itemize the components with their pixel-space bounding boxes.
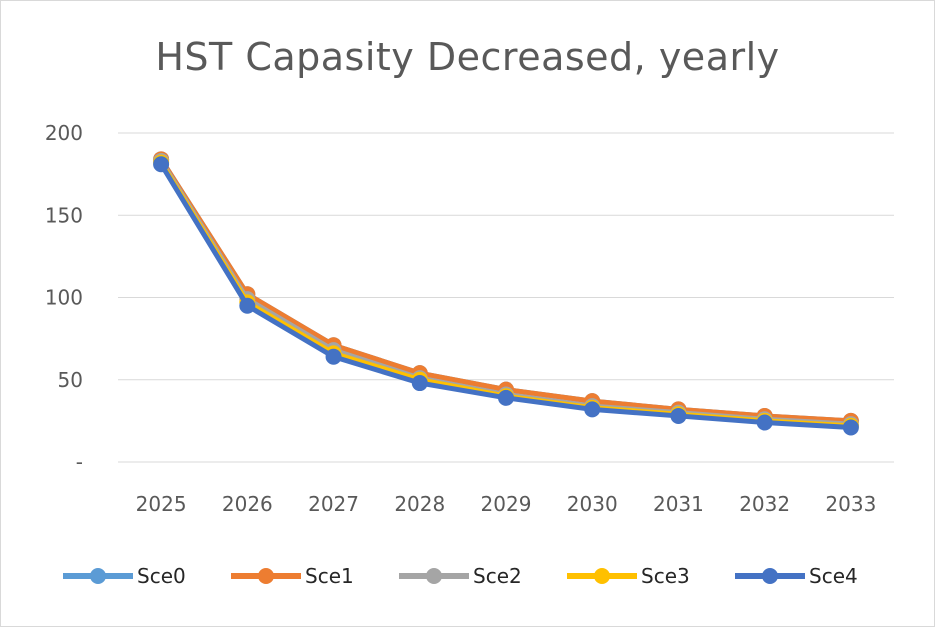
x-tick-label: 2026 [222, 492, 273, 516]
x-tick-label: 2025 [136, 492, 187, 516]
y-tick-label: 100 [45, 286, 83, 310]
data-point [325, 348, 342, 365]
data-point [842, 419, 859, 436]
series-lines [153, 151, 859, 436]
x-tick-label: 2030 [567, 492, 618, 516]
data-point [584, 401, 601, 418]
legend-item: Sce2 [399, 564, 522, 588]
data-point [756, 414, 773, 431]
legend-swatch-marker [258, 568, 274, 584]
y-tick-label: 150 [45, 203, 83, 227]
legend-item: Sce3 [567, 564, 690, 588]
data-point [239, 297, 256, 314]
legend-item: Sce4 [735, 564, 858, 588]
x-tick-label: 2032 [739, 492, 790, 516]
legend-label: Sce3 [641, 564, 690, 588]
data-point [411, 375, 428, 392]
chart-title: HST Capasity Decreased, yearly [155, 35, 780, 79]
y-tick-label: 50 [58, 368, 83, 392]
y-tick-label: 200 [45, 121, 83, 145]
x-tick-label: 2031 [653, 492, 704, 516]
x-tick-label: 2027 [308, 492, 359, 516]
y-axis-ticks: - 50 100 150 200 [45, 121, 83, 474]
x-tick-label: 2033 [825, 492, 876, 516]
x-tick-label: 2028 [394, 492, 445, 516]
legend: Sce0 Sce1 Sce2 Sce3 Sce4 [63, 564, 858, 588]
legend-item: Sce1 [231, 564, 354, 588]
legend-swatch-marker [90, 568, 106, 584]
legend-label: Sce4 [809, 564, 858, 588]
x-axis-ticks: 2025 2026 2027 2028 2029 2030 2031 2032 2033 [136, 492, 877, 516]
legend-item: Sce0 [63, 564, 186, 588]
legend-label: Sce0 [137, 564, 186, 588]
legend-label: Sce1 [305, 564, 354, 588]
series-sce4 [153, 156, 859, 436]
y-tick-label: - [76, 450, 83, 474]
legend-swatch-marker [426, 568, 442, 584]
x-tick-label: 2029 [481, 492, 532, 516]
legend-swatch-marker [762, 568, 778, 584]
legend-label: Sce2 [473, 564, 522, 588]
legend-swatch-marker [594, 568, 610, 584]
gridlines [118, 132, 894, 463]
data-point [153, 156, 170, 173]
data-point [670, 407, 687, 424]
data-point [498, 389, 514, 406]
